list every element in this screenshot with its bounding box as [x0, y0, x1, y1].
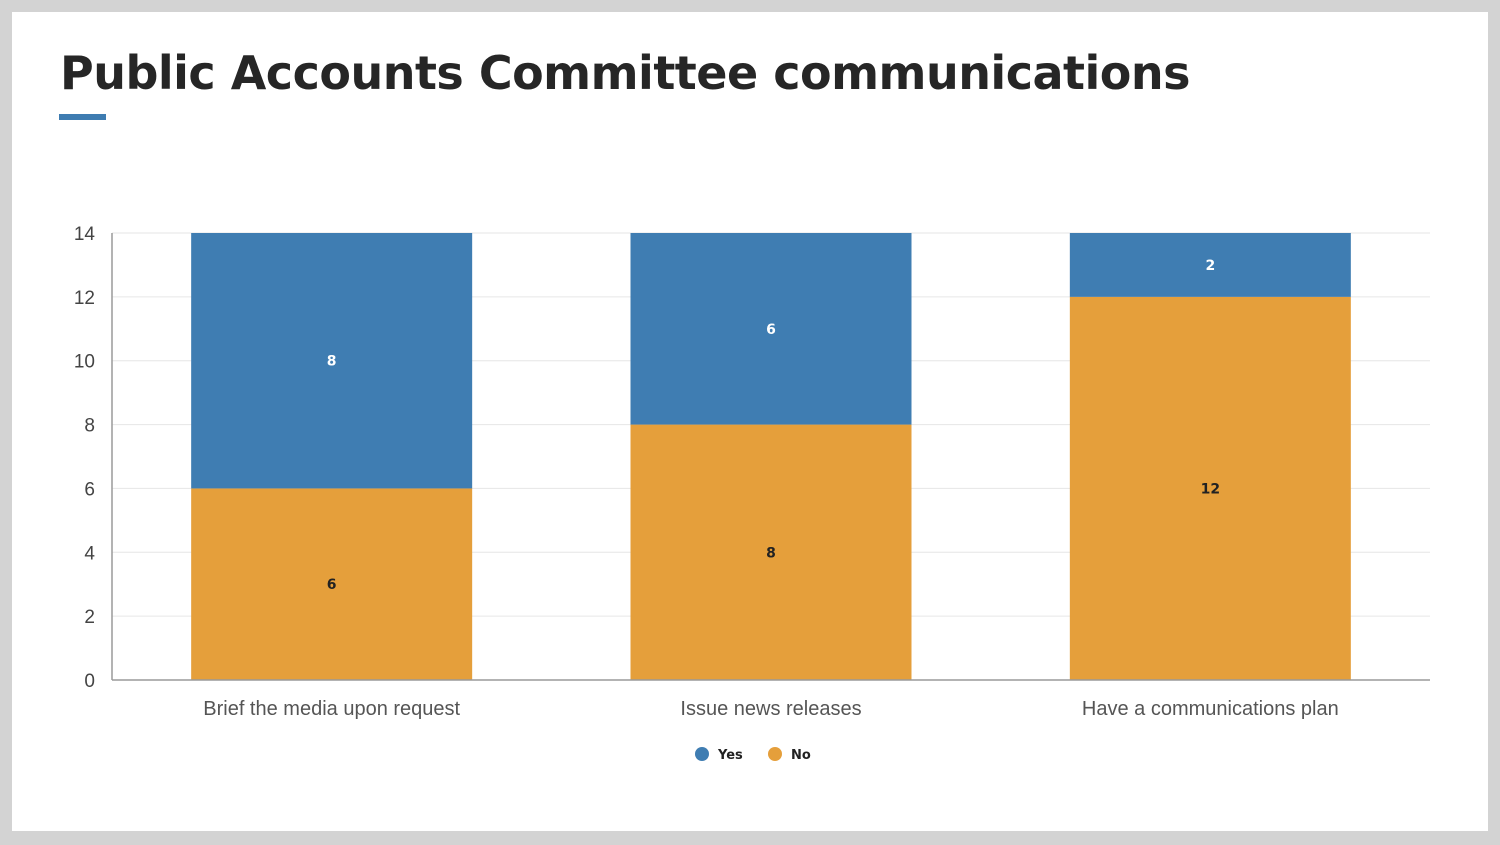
y-tick-label: 14 — [74, 224, 96, 245]
axes — [111, 233, 1430, 681]
y-tick-label: 12 — [74, 288, 95, 309]
data-label: 2 — [1205, 258, 1215, 274]
bar-segment-yes — [1069, 233, 1351, 297]
y-tick-label: 8 — [84, 416, 95, 437]
bar-segment-no — [191, 488, 473, 680]
y-tick-label: 6 — [84, 479, 95, 500]
x-category-label: Issue news releases — [680, 698, 861, 720]
y-tick-label: 4 — [84, 543, 95, 564]
bar-segment-yes — [630, 233, 912, 425]
data-label: 8 — [327, 354, 337, 370]
legend-swatch-no — [768, 747, 782, 761]
title-accent-rule — [59, 114, 106, 120]
y-axis-ticks: 0 2 4 6 8 10 12 14 — [74, 224, 96, 692]
legend-swatch-yes — [695, 747, 709, 761]
y-tick-label: 10 — [74, 352, 95, 373]
legend-label-yes[interactable]: Yes — [717, 748, 743, 763]
page-title: Public Accounts Committee communications — [60, 46, 1191, 100]
legend: Yes No — [695, 747, 811, 763]
legend-label-no[interactable]: No — [791, 748, 811, 763]
bar-segment-no — [630, 424, 912, 680]
x-category-label: Have a communications plan — [1082, 698, 1339, 720]
y-tick-label: 0 — [84, 671, 95, 692]
data-label: 8 — [766, 545, 776, 561]
x-axis-labels: Brief the media upon request Issue news r… — [203, 698, 1338, 720]
bar-segment-yes — [191, 233, 473, 489]
data-label: 6 — [766, 322, 776, 338]
data-label: 6 — [327, 577, 337, 593]
bar-segment-no — [1069, 296, 1351, 680]
bars: 6 8 8 6 12 2 — [191, 233, 1351, 680]
data-label: 12 — [1201, 481, 1220, 497]
y-tick-label: 2 — [84, 607, 95, 628]
x-category-label: Brief the media upon request — [203, 698, 460, 720]
